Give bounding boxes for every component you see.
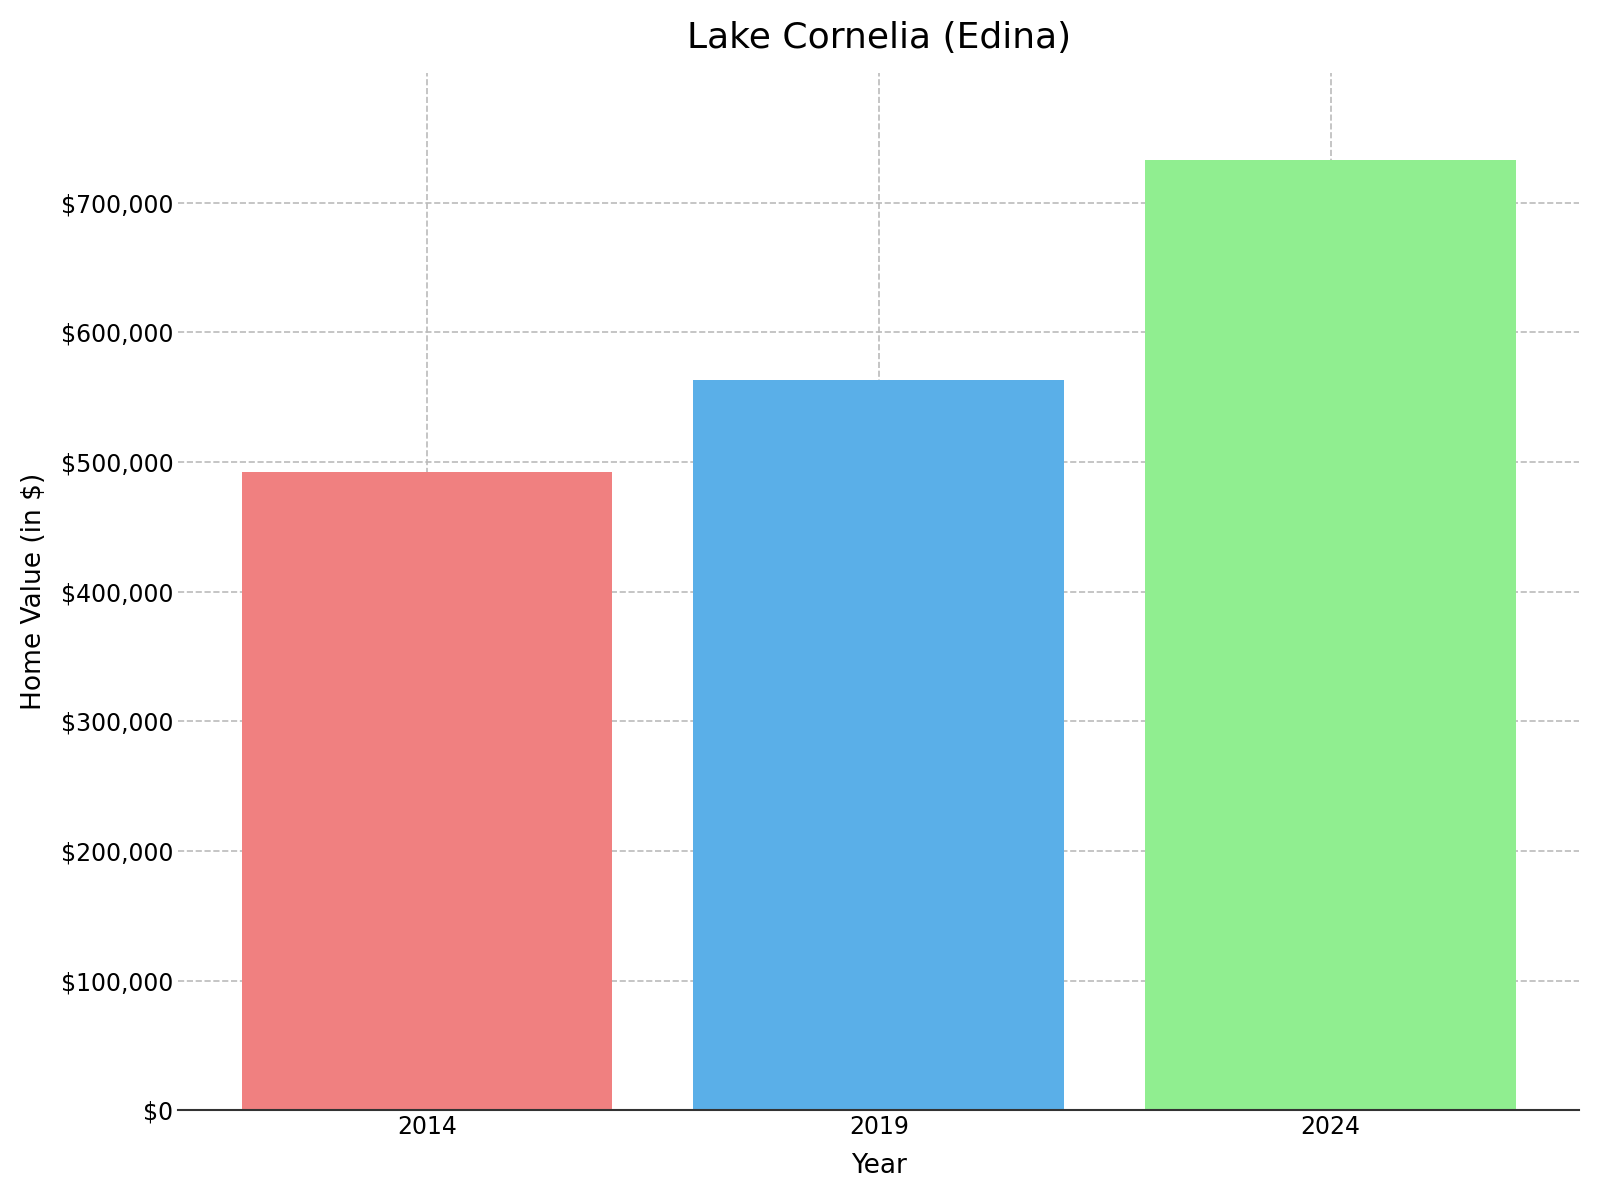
- Y-axis label: Home Value (in $): Home Value (in $): [21, 473, 46, 710]
- X-axis label: Year: Year: [851, 1153, 907, 1180]
- Bar: [1146, 160, 1515, 1110]
- Title: Lake Cornelia (Edina): Lake Cornelia (Edina): [686, 20, 1070, 55]
- Bar: [242, 473, 613, 1110]
- Bar: [693, 380, 1064, 1110]
